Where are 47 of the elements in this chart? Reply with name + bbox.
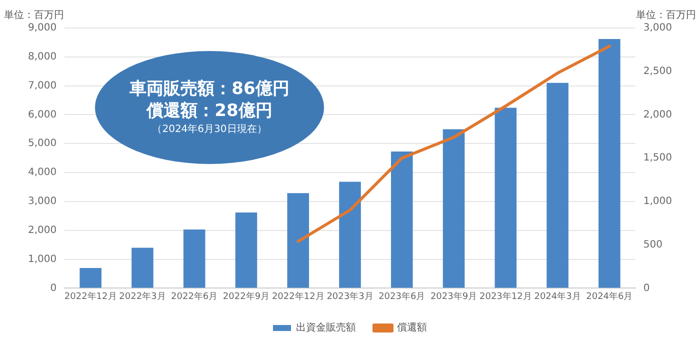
- bar: [287, 193, 310, 288]
- bar: [494, 108, 517, 288]
- x-tick-label: 2024年6月: [586, 290, 633, 302]
- bar: [598, 38, 620, 288]
- y-tick-label: 9,000: [28, 22, 57, 34]
- y-tick-label: 2,000: [28, 224, 57, 236]
- x-tick-label: 2024年3月: [534, 290, 581, 302]
- y-axis-title: 単位：百万円: [4, 9, 64, 22]
- x-tick-label: 2023年6月: [378, 290, 426, 302]
- x-tick-label: 2022年12月: [272, 290, 324, 302]
- x-tick-label: 2022年6月: [171, 290, 218, 302]
- y2-tick-label: 500: [643, 239, 662, 250]
- y-tick-label: 7,000: [28, 80, 57, 92]
- bar: [390, 151, 413, 288]
- y2-tick-label: 1,000: [643, 196, 672, 208]
- annotation: 償還額：28億円: [146, 100, 272, 122]
- y2-tick-label: 3,000: [643, 22, 672, 34]
- bar: [235, 212, 258, 288]
- bar: [339, 182, 361, 288]
- annotation: （2024年6月30日現在）: [152, 122, 267, 136]
- bar: [442, 129, 465, 288]
- x-tick-label: 2023年3月: [326, 290, 374, 302]
- y2-axis-title: 単位：百万円: [636, 9, 696, 22]
- bar: [132, 248, 154, 288]
- y-tick-label: 8,000: [28, 52, 57, 63]
- ellipse: 車両販売額：86億円 償還額：28億円 （2024年6月30日現在）: [95, 51, 324, 164]
- x-tick-label: 2022年12月: [64, 290, 117, 302]
- y2-tick-label: 2,000: [643, 109, 672, 120]
- y-tick-label: 1,000: [28, 254, 57, 265]
- y-tick-label: 0: [50, 282, 57, 294]
- x-tick-label: 2022年3月: [119, 290, 166, 302]
- legend-label: 償還額: [397, 322, 427, 334]
- y-tick-label: 4,000: [28, 167, 57, 178]
- x-tick-label: 2022年9月: [222, 290, 270, 302]
- y-tick-label: 6,000: [28, 109, 57, 120]
- y2-tick-label: 1,500: [643, 152, 672, 164]
- y-tick-label: 3,000: [28, 196, 57, 208]
- annotation: 車両販売額：86億円: [130, 78, 290, 100]
- bar: [546, 82, 568, 288]
- y2-tick-label: 0: [643, 282, 650, 294]
- y-tick-label: 5,000: [28, 138, 57, 150]
- x-tick-label: 2023年9月: [430, 290, 478, 302]
- bar: [80, 268, 102, 288]
- y2-tick-label: 2,500: [643, 66, 672, 77]
- legend-label: 出資金販売額: [296, 322, 356, 334]
- bar: [183, 230, 206, 288]
- x-tick-label: 2023年12月: [479, 290, 532, 302]
